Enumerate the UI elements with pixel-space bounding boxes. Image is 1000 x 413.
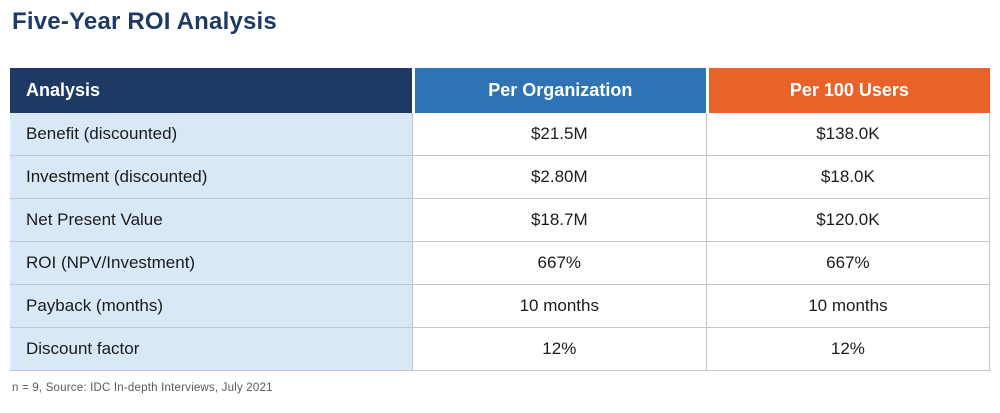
header-row: Analysis Per Organization Per 100 Users (10, 68, 990, 113)
cell-value: 10 months (411, 285, 706, 328)
row-label: Benefit (discounted) (10, 113, 412, 156)
cell-value: 667% (705, 242, 990, 285)
column-header-per-organization: Per Organization (411, 68, 706, 113)
page-title: Five-Year ROI Analysis (12, 8, 277, 35)
cell-value: $18.0K (705, 156, 990, 199)
table-row: Benefit (discounted) $21.5M $138.0K (10, 113, 990, 156)
cell-value: $2.80M (411, 156, 706, 199)
row-label: Investment (discounted) (10, 156, 412, 199)
cell-value: $21.5M (411, 113, 706, 156)
table-body: Benefit (discounted) $21.5M $138.0K Investm… (10, 113, 990, 371)
column-header-analysis: Analysis (10, 68, 412, 113)
cell-value: $18.7M (411, 199, 706, 242)
row-label: Payback (months) (10, 285, 412, 328)
cell-value: 10 months (705, 285, 990, 328)
table-row: Discount factor 12% 12% (10, 328, 990, 371)
table-row: Investment (discounted) $2.80M $18.0K (10, 156, 990, 199)
row-label: Discount factor (10, 328, 412, 371)
table-row: Payback (months) 10 months 10 months (10, 285, 990, 328)
cell-value: 12% (411, 328, 706, 371)
cell-value: $120.0K (705, 199, 990, 242)
column-header-per-100-users: Per 100 Users (705, 68, 990, 113)
row-label: ROI (NPV/Investment) (10, 242, 412, 285)
source-note: n = 9, Source: IDC In-depth Interviews, … (12, 382, 273, 394)
roi-table: Analysis Per Organization Per 100 Users … (10, 68, 990, 371)
table-row: ROI (NPV/Investment) 667% 667% (10, 242, 990, 285)
cell-value: 12% (705, 328, 990, 371)
row-label: Net Present Value (10, 199, 412, 242)
cell-value: $138.0K (705, 113, 990, 156)
table-row: Net Present Value $18.7M $120.0K (10, 199, 990, 242)
table-header: Analysis Per Organization Per 100 Users (10, 68, 990, 113)
cell-value: 667% (411, 242, 706, 285)
